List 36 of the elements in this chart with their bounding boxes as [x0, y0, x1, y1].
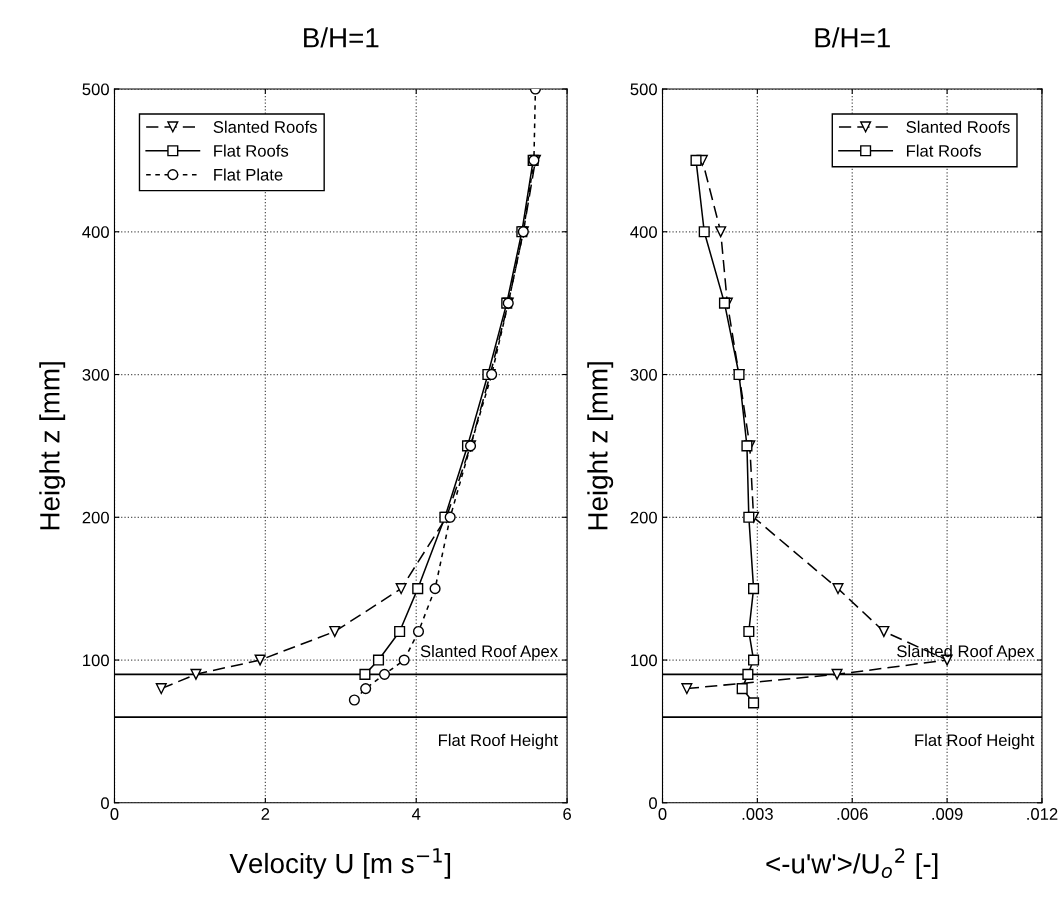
- y-tick-label: 500: [630, 83, 657, 96]
- legend-label: Flat Roofs: [906, 144, 981, 157]
- y-tick-label: 0: [101, 797, 109, 810]
- y-tick-label: 100: [83, 654, 109, 667]
- x-axis-title: <-u'w'>/U$_{o}$$^{2}$ [-]: [766, 848, 938, 880]
- legend-label: Flat Plate: [214, 168, 283, 181]
- y-tick-label: 200: [630, 511, 657, 524]
- x-axis-title: Velocity U [m s$^{−1}$]: [229, 848, 451, 879]
- legend-label: Slanted Roofs: [213, 120, 317, 133]
- y-axis-title: Height z [mm]: [39, 362, 66, 530]
- x-tick-label: .012: [1027, 808, 1058, 820]
- y-tick-label: 200: [82, 511, 109, 524]
- ref-line-label: Flat Roof Height: [439, 733, 558, 750]
- y-tick-label: 300: [82, 368, 109, 381]
- chart-title: B/H=1: [304, 27, 379, 48]
- y-tick-label: 500: [82, 83, 109, 96]
- y-tick-label: 400: [82, 226, 109, 238]
- y-tick-label: 100: [631, 654, 657, 667]
- x-tick-label: 6: [563, 808, 571, 820]
- x-tick-label: 2: [261, 808, 270, 820]
- chart-title: B/H=1: [815, 27, 890, 48]
- x-tick-label: .006: [837, 808, 868, 820]
- legend-label: Flat Roofs: [214, 144, 289, 157]
- x-tick-label: 0: [110, 808, 119, 820]
- y-tick-label: 300: [630, 368, 657, 381]
- y-axis-title: Height z [mm]: [587, 362, 614, 530]
- y-tick-label: 400: [630, 226, 657, 238]
- y-tick-label: 0: [649, 797, 657, 810]
- ref-line-label: Flat Roof Height: [915, 733, 1035, 750]
- legend-label: Slanted Roofs: [906, 120, 1010, 133]
- ref-line-label: Slanted Roof Apex: [420, 644, 558, 661]
- ref-line-label: Slanted Roof Apex: [897, 644, 1035, 661]
- x-tick-label: 0: [658, 808, 667, 820]
- x-tick-label: 4: [411, 808, 421, 820]
- x-tick-label: .003: [742, 808, 773, 820]
- x-tick-label: .009: [932, 808, 963, 820]
